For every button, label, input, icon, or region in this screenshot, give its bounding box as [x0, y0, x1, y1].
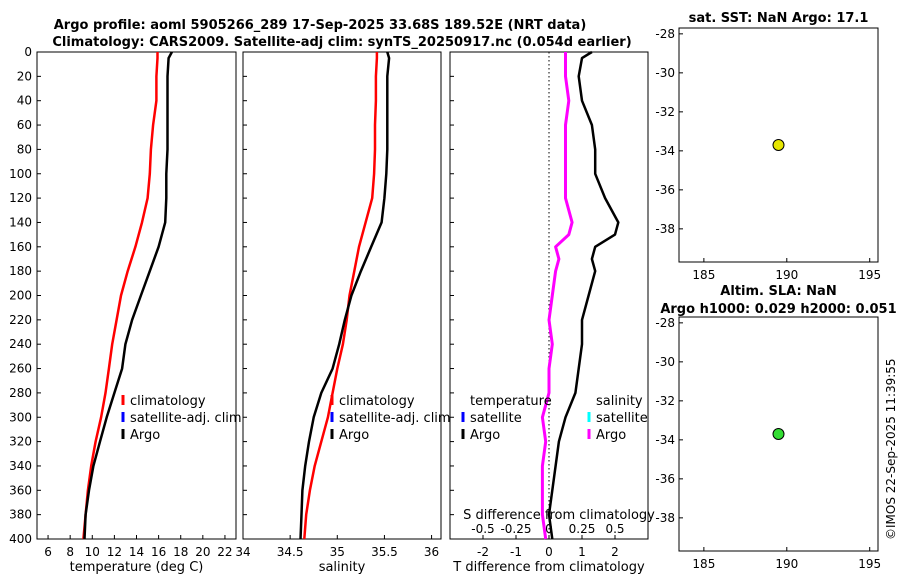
depth-tick-label: 400	[9, 532, 32, 546]
sst-map-xtick-label: 190	[775, 268, 798, 282]
temperature-xtick-label: 22	[217, 545, 232, 559]
temperature-xtick-label: 8	[66, 545, 74, 559]
depth-tick-label: 260	[9, 362, 32, 376]
difference-temperature-argo-line	[547, 50, 620, 540]
depth-tick-label: 120	[9, 191, 32, 205]
figure-title-line1: Argo profile: aoml 5905266_289 17-Sep-20…	[54, 18, 587, 33]
difference-xtick-label: 1	[578, 545, 586, 559]
sst-map-xtick-label: 185	[692, 268, 715, 282]
temperature-xtick-label: 6	[44, 545, 52, 559]
salinity-argo-line	[299, 51, 391, 540]
difference-legend-t-argo-label: Argo	[470, 428, 500, 443]
sla-map-ytick-label: -38	[655, 511, 675, 525]
salinity-xtick-label: 36	[424, 545, 439, 559]
sst-map-ytick-label: -28	[655, 27, 675, 41]
sla-map-ytick-label: -36	[655, 472, 675, 486]
figure-title-line2: Climatology: CARS2009. Satellite-adj cli…	[52, 35, 631, 50]
temperature-legend-argo-label: Argo	[130, 428, 160, 443]
sst-map-axes-frame	[678, 27, 879, 263]
depth-tick-label: 340	[9, 459, 32, 473]
sla-map-xtick-label: 185	[692, 557, 715, 571]
sst-map-title: sat. SST: NaN Argo: 17.1	[689, 11, 869, 26]
difference-legend-temperature-title: temperature	[470, 394, 552, 409]
sla-map-argo-location-marker	[772, 428, 785, 440]
temperature-climatology-line	[82, 52, 159, 540]
difference-xtick-label: -2	[477, 545, 489, 559]
temperature-xlabel: temperature (deg C)	[70, 560, 204, 575]
depth-tick-label: 380	[9, 508, 32, 522]
difference-xtick-label: 2	[611, 545, 619, 559]
salinity-xtick-label: 35.5	[371, 545, 398, 559]
temperature-argo-line	[83, 51, 173, 540]
difference-xtick-label: -1	[510, 545, 522, 559]
depth-tick-label: 300	[9, 410, 32, 424]
temperature-xtick-label: 18	[173, 545, 188, 559]
depth-tick-label: 20	[17, 69, 32, 83]
temperature-xtick-label: 10	[85, 545, 100, 559]
depth-tick-label: 200	[9, 289, 32, 303]
depth-tick-label: 40	[17, 94, 32, 108]
depth-tick-label: 60	[17, 118, 32, 132]
sst-map-xtick-label: 195	[858, 268, 881, 282]
difference-legend-salinity-title: salinity	[596, 394, 643, 409]
difference-salinity-argo-line	[540, 52, 574, 540]
salinity-difference-tick-label: 0.25	[569, 522, 596, 536]
temperature-legend-satellite-adj-label: satellite-adj. clim	[130, 411, 242, 426]
temperature-legend-climatology-label: climatology	[130, 394, 206, 409]
salinity-climatology-line	[303, 52, 379, 540]
depth-tick-label: 360	[9, 483, 32, 497]
sst-map-ytick-label: -36	[655, 183, 675, 197]
sla-map-subtitle: Argo h1000: 0.029 h2000: 0.051	[660, 302, 896, 317]
sla-map-xtick-label: 190	[775, 557, 798, 571]
sla-map-ytick-label: -32	[655, 394, 675, 408]
salinity-xlabel: salinity	[319, 560, 366, 575]
depth-tick-label: 280	[9, 386, 32, 400]
difference-legend-t-satellite-label: satellite	[470, 411, 522, 426]
depth-tick-label: 80	[17, 142, 32, 156]
sla-map-axes-frame	[678, 316, 879, 552]
salinity-xtick-label: 34.5	[277, 545, 304, 559]
salinity-axes-frame	[242, 51, 442, 540]
depth-tick-label: 180	[9, 264, 32, 278]
salinity-legend-argo-label: Argo	[339, 428, 369, 443]
depth-tick-label: 0	[24, 45, 32, 59]
sla-map-xtick-label: 195	[858, 557, 881, 571]
depth-tick-label: 140	[9, 215, 32, 229]
salinity-xtick-label: 35	[330, 545, 345, 559]
salinity-legend-satellite-adj-label: satellite-adj. clim	[339, 411, 451, 426]
sst-map-ytick-label: -30	[655, 66, 675, 80]
timestamp-label: ©IMOS 22-Sep-2025 11:39:55	[884, 358, 898, 540]
sla-map-title: Altim. SLA: NaN	[720, 284, 836, 299]
depth-tick-label: 220	[9, 313, 32, 327]
salinity-xtick-label: 34	[235, 545, 250, 559]
salinity-difference-tick-label: -0.25	[500, 522, 531, 536]
depth-tick-label: 160	[9, 240, 32, 254]
temperature-xtick-label: 16	[151, 545, 166, 559]
difference-xlabel: T difference from climatology	[452, 560, 645, 575]
sst-map-ytick-label: -34	[655, 144, 675, 158]
salinity-legend-climatology-label: climatology	[339, 394, 415, 409]
temperature-xtick-label: 14	[129, 545, 144, 559]
difference-legend-s-argo-label: Argo	[596, 428, 626, 443]
salinity-difference-tick-label: -0.5	[471, 522, 494, 536]
temperature-xtick-label: 20	[195, 545, 210, 559]
sla-map-ytick-label: -28	[655, 316, 675, 330]
salinity-difference-tick-label: 0.5	[605, 522, 624, 536]
difference-legend-s-satellite-label: satellite	[596, 411, 648, 426]
temperature-xtick-label: 12	[107, 545, 122, 559]
sst-map-argo-location-marker	[772, 139, 785, 151]
depth-tick-label: 240	[9, 337, 32, 351]
chart-panels: 0204060801001201401601802002202402602803…	[9, 11, 897, 575]
sst-map-ytick-label: -32	[655, 105, 675, 119]
depth-tick-label: 320	[9, 435, 32, 449]
sla-map-ytick-label: -30	[655, 355, 675, 369]
salinity-difference-axis-label: S difference from climatology	[463, 508, 655, 523]
temperature-axes-frame	[36, 51, 237, 540]
sst-map-ytick-label: -38	[655, 222, 675, 236]
difference-xtick-label: 0	[545, 545, 553, 559]
sla-map-ytick-label: -34	[655, 433, 675, 447]
salinity-difference-tick-label: 0	[545, 522, 553, 536]
depth-tick-label: 100	[9, 167, 32, 181]
